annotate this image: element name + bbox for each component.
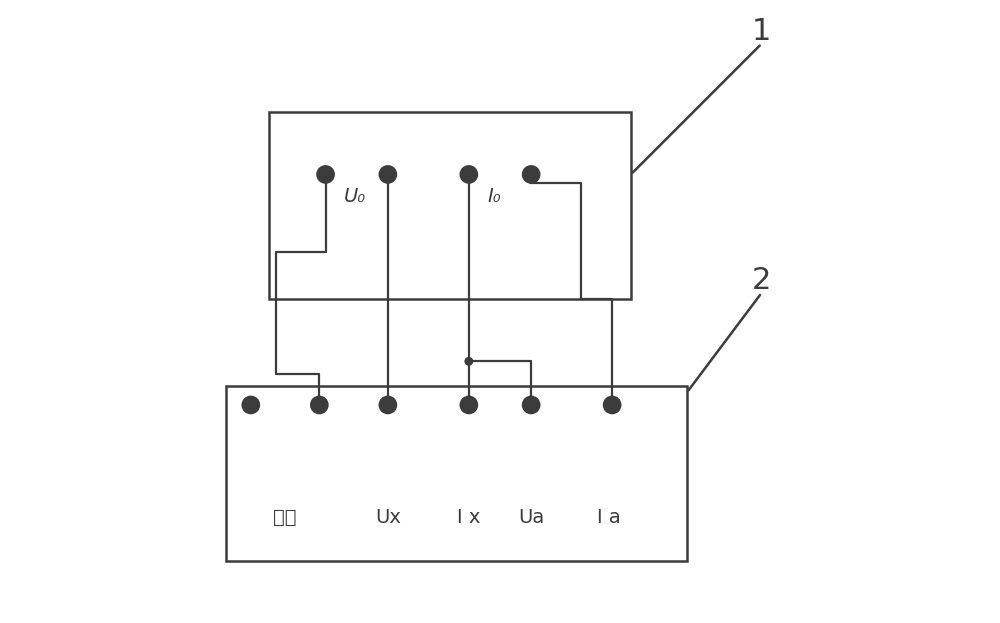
Text: 2: 2 (752, 266, 771, 295)
Circle shape (461, 397, 477, 413)
Circle shape (604, 397, 620, 413)
Circle shape (243, 397, 259, 413)
Circle shape (317, 166, 334, 183)
Circle shape (523, 166, 539, 183)
Text: I x: I x (457, 508, 481, 526)
Circle shape (523, 397, 539, 413)
Text: U₀: U₀ (344, 187, 366, 206)
Circle shape (380, 397, 396, 413)
Circle shape (465, 358, 473, 365)
Text: I a: I a (597, 508, 621, 526)
FancyBboxPatch shape (226, 386, 687, 561)
Text: 1: 1 (752, 17, 771, 45)
Circle shape (380, 166, 396, 183)
Circle shape (311, 397, 327, 413)
Circle shape (461, 166, 477, 183)
Text: 输入: 输入 (273, 508, 297, 526)
Text: Ux: Ux (375, 508, 401, 526)
Text: Ua: Ua (518, 508, 544, 526)
Text: I₀: I₀ (488, 187, 501, 206)
FancyBboxPatch shape (269, 112, 631, 299)
